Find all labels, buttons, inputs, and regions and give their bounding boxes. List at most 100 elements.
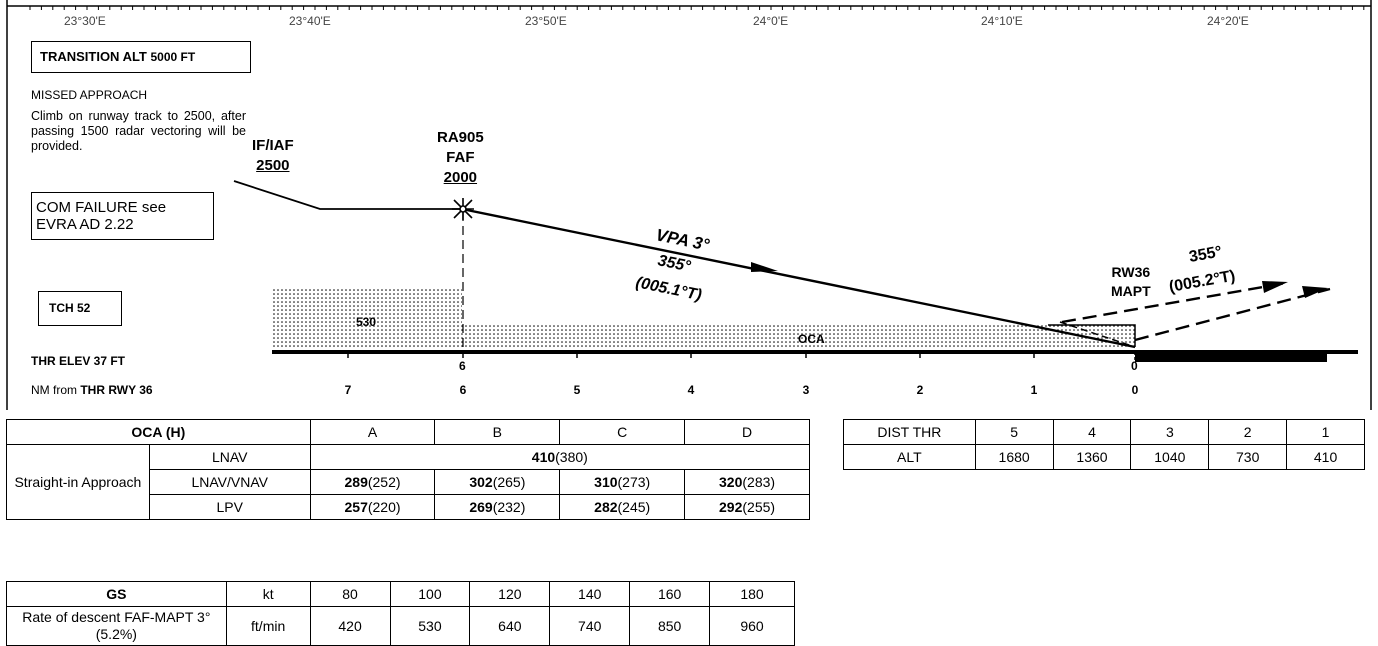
lon-label: 23°50'E	[525, 14, 567, 28]
rod-cell: 850	[629, 606, 711, 646]
lon-label: 23°30'E	[64, 14, 106, 28]
row-label-lpv: LPV	[148, 494, 311, 520]
lon-label: 23°40'E	[289, 14, 331, 28]
oca-cell: 320(283)	[684, 469, 810, 495]
oca-cell: 289(252)	[309, 469, 436, 495]
approach-profile: VPA 3° 355° (005.1°T) 355° (005.2°T) 530…	[6, 0, 1372, 410]
rod-cell: 960	[709, 606, 795, 646]
cat-a: A	[309, 419, 436, 445]
och-value: (245)	[617, 499, 651, 515]
initial-segment	[233, 180, 462, 210]
speed-cell: 180	[709, 581, 795, 607]
speed-cell: 120	[469, 581, 551, 607]
dist-cell: 3	[1130, 419, 1210, 445]
dist-cell: 5	[974, 419, 1054, 445]
och-value: (252)	[367, 474, 401, 490]
tch-text: TCH 52	[49, 301, 91, 315]
faf-name2: FAF	[446, 149, 475, 166]
rod-cell: 530	[389, 606, 471, 646]
oca-cell: 310(273)	[559, 469, 686, 495]
iaf-name: IF/IAF	[252, 137, 294, 154]
oca-title: OCA (H)	[6, 419, 311, 445]
iaf-alt: 2500	[256, 157, 290, 174]
lnav-oca: 410(380)	[309, 444, 811, 470]
missed-arrow-2	[1302, 286, 1328, 298]
alt-cell: 410	[1286, 444, 1365, 470]
com-failure-box: COM FAILURE see EVRA AD 2.22	[31, 192, 214, 240]
obstacle-530: 530	[356, 315, 376, 329]
straight-in-label: Straight-in Approach	[6, 444, 150, 520]
oca-cell: 292(255)	[684, 494, 810, 520]
oca-cell: 257(220)	[309, 494, 436, 520]
mapt-rw: RW36	[1111, 264, 1151, 280]
faf-name1: RA905	[437, 129, 484, 146]
nm-number: 3	[802, 383, 810, 397]
dist-alt-table: DIST THR 5 4 3 2 1 ALT 1680 1360 1040 73…	[843, 419, 1365, 470]
rod-label: Rate of descent FAF-MAPT 3° (5.2%)	[6, 606, 227, 646]
rod-cell: 420	[309, 606, 391, 646]
mapt-dash	[1059, 321, 1136, 348]
oca-value: 302	[469, 474, 493, 490]
alt-cell: 730	[1208, 444, 1288, 470]
missed-path-1	[1061, 281, 1287, 324]
nm-number: 0	[1131, 383, 1139, 397]
thr-dist: 0	[1131, 359, 1138, 373]
kt-unit: kt	[225, 581, 311, 607]
nm-number: 2	[916, 383, 924, 397]
missed-arrow-1	[1262, 281, 1288, 293]
row-label-lnav: LNAV	[148, 444, 311, 470]
cat-d: D	[684, 419, 810, 445]
oca-label: OCA	[798, 332, 825, 346]
track2-true: (005.2°T)	[1168, 268, 1237, 296]
nm-from-prefix: NM from	[31, 383, 81, 397]
oca-value: 310	[594, 474, 618, 490]
missed-path-2	[1134, 287, 1331, 342]
speed-cell: 80	[309, 581, 391, 607]
faf-label: RA905 FAF 2000	[437, 128, 484, 188]
nm-number: 6	[459, 383, 467, 397]
transition-value: 5000 FT	[150, 50, 196, 64]
gs-header: GS	[6, 581, 227, 607]
cat-c: C	[559, 419, 686, 445]
nm-from-rwy: THR RWY 36	[80, 383, 153, 397]
oca-value: 269	[469, 499, 493, 515]
oca-cell: 282(245)	[559, 494, 686, 520]
dist-cell: 1	[1286, 419, 1365, 445]
speed-cell: 100	[389, 581, 471, 607]
runway-bar	[1135, 350, 1327, 362]
nm-number: 4	[687, 383, 695, 397]
thr-elev: THR ELEV 37 FT	[31, 354, 126, 368]
obstacle-area-1	[272, 287, 462, 349]
oca-value: 292	[719, 499, 743, 515]
missed-approach-title: MISSED APPROACH	[31, 88, 148, 102]
och-value: (273)	[617, 474, 651, 490]
final-arrow	[751, 262, 778, 272]
speed-cell: 160	[629, 581, 711, 607]
missed-approach-text: Climb on runway track to 2500, after pas…	[31, 109, 246, 153]
tch-box: TCH 52	[38, 291, 122, 326]
lon-label: 24°20'E	[1207, 14, 1249, 28]
dist-cell: 4	[1052, 419, 1132, 445]
com-failure-text: COM FAILURE see EVRA AD 2.22	[36, 199, 167, 233]
faf-dist: 6	[459, 359, 466, 373]
oca-value: 282	[594, 499, 618, 515]
oca-value: 257	[344, 499, 368, 515]
mapt-label: RW36 MAPT	[1111, 263, 1151, 301]
alt-header: ALT	[843, 444, 976, 470]
dist-thr-header: DIST THR	[843, 419, 976, 445]
rod-cell: 740	[549, 606, 631, 646]
lon-label: 24°10'E	[981, 14, 1023, 28]
alt-cell: 1040	[1130, 444, 1210, 470]
nm-number: 7	[344, 383, 352, 397]
speed-cell: 140	[549, 581, 631, 607]
och-value: (283)	[742, 474, 776, 490]
mapt-name: MAPT	[1111, 283, 1151, 299]
alt-cell: 1680	[974, 444, 1054, 470]
faf-alt: 2000	[443, 169, 478, 186]
ftmin-unit: ft/min	[225, 606, 311, 646]
nm-number: 5	[573, 383, 581, 397]
row-label-lnav-vnav: LNAV/VNAV	[148, 469, 311, 495]
och-value: (232)	[492, 499, 526, 515]
track1-true: (005.1°T)	[634, 274, 703, 304]
final-segment	[461, 207, 1136, 349]
